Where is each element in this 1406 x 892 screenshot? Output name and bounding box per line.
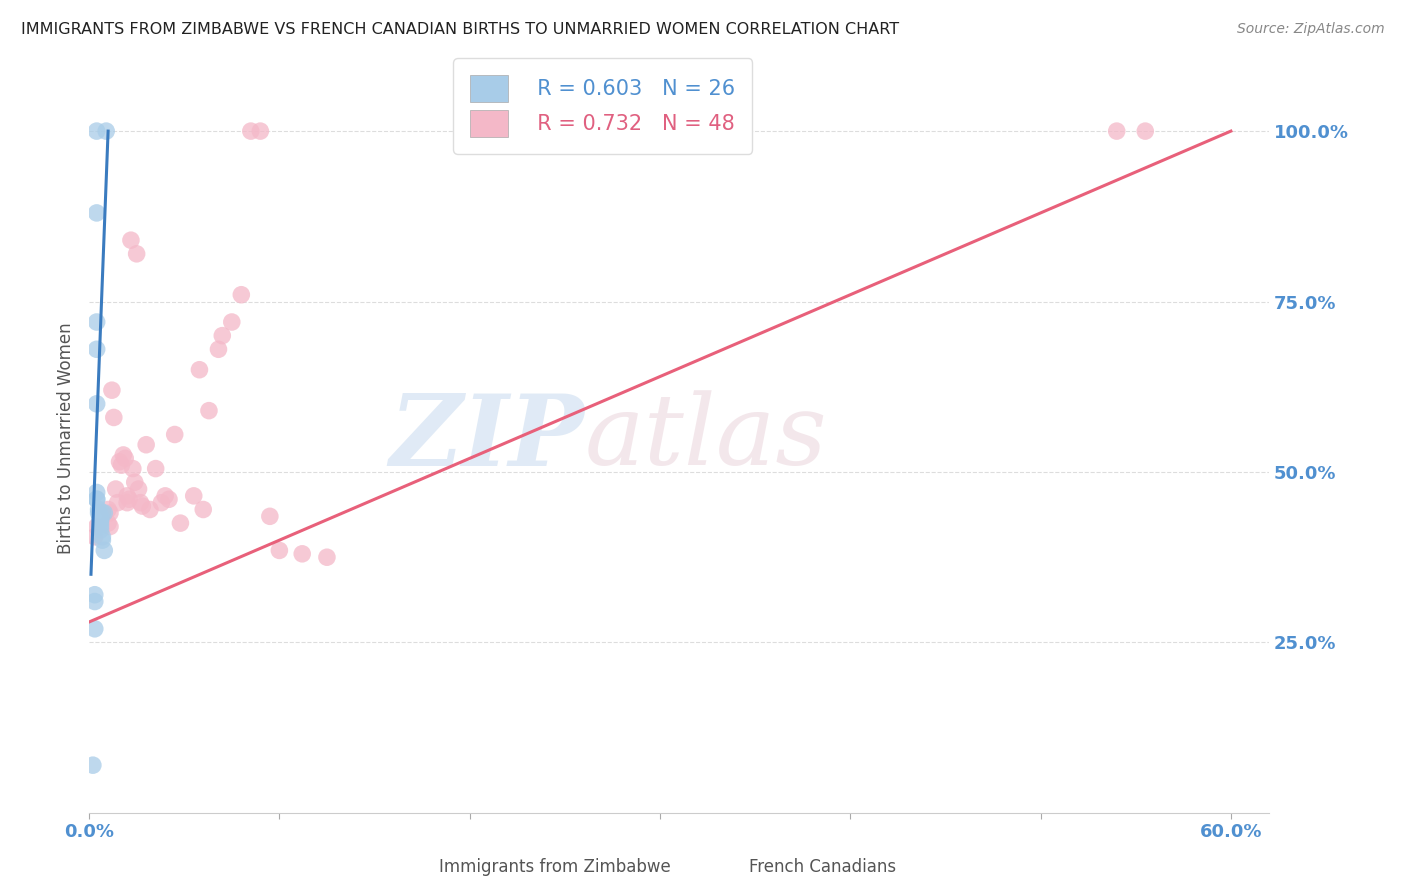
Point <box>169 516 191 530</box>
Point <box>183 489 205 503</box>
Point <box>316 550 339 565</box>
Point <box>112 448 135 462</box>
Text: ZIP: ZIP <box>389 390 585 486</box>
Point <box>145 461 167 475</box>
Point <box>115 496 138 510</box>
Point <box>131 499 153 513</box>
Y-axis label: Births to Unmarried Women: Births to Unmarried Women <box>58 322 75 554</box>
Point <box>91 506 114 520</box>
Point <box>86 519 108 533</box>
Point <box>86 206 108 220</box>
Text: atlas: atlas <box>585 391 827 485</box>
Point <box>114 451 136 466</box>
Point <box>101 383 124 397</box>
Point <box>120 233 142 247</box>
Point <box>103 410 125 425</box>
Point <box>198 403 221 417</box>
Point <box>89 523 111 537</box>
Point <box>1135 124 1157 138</box>
Point <box>125 247 148 261</box>
Legend:   R = 0.603   N = 26,   R = 0.732   N = 48: R = 0.603 N = 26, R = 0.732 N = 48 <box>454 58 752 153</box>
Point <box>231 287 253 301</box>
Point <box>86 397 108 411</box>
Point <box>97 516 120 530</box>
Point <box>89 516 111 530</box>
Point <box>115 489 138 503</box>
Point <box>89 513 111 527</box>
FancyBboxPatch shape <box>696 862 731 881</box>
Point <box>124 475 146 490</box>
Point <box>188 362 211 376</box>
Point <box>89 513 111 527</box>
Point <box>97 502 120 516</box>
Point <box>139 502 162 516</box>
Point <box>104 482 127 496</box>
FancyBboxPatch shape <box>429 862 464 881</box>
Point <box>291 547 314 561</box>
Point <box>128 482 150 496</box>
Point <box>110 458 132 473</box>
Point <box>86 124 108 138</box>
Point <box>83 594 105 608</box>
Point <box>135 438 157 452</box>
Point <box>86 343 108 357</box>
Point <box>86 315 108 329</box>
Point <box>86 492 108 507</box>
Point <box>153 489 176 503</box>
Point <box>86 485 108 500</box>
Point <box>249 124 271 138</box>
Point <box>96 124 118 138</box>
Point <box>239 124 262 138</box>
Point <box>163 427 186 442</box>
Point <box>91 533 114 548</box>
Point <box>83 530 105 544</box>
Point <box>129 496 152 510</box>
Point <box>259 509 281 524</box>
Point <box>108 455 131 469</box>
Text: French Canadians: French Canadians <box>707 858 896 876</box>
Text: Source: ZipAtlas.com: Source: ZipAtlas.com <box>1237 22 1385 37</box>
Point <box>269 543 291 558</box>
Point <box>91 530 114 544</box>
Point <box>82 758 104 772</box>
Point <box>121 461 143 475</box>
Point <box>93 543 115 558</box>
Text: Immigrants from Zimbabwe: Immigrants from Zimbabwe <box>398 858 671 876</box>
Point <box>221 315 243 329</box>
Point <box>87 502 110 516</box>
Point <box>89 519 111 533</box>
Point <box>86 492 108 507</box>
Point <box>150 496 173 510</box>
Point <box>89 509 111 524</box>
Text: IMMIGRANTS FROM ZIMBABWE VS FRENCH CANADIAN BIRTHS TO UNMARRIED WOMEN CORRELATIO: IMMIGRANTS FROM ZIMBABWE VS FRENCH CANAD… <box>21 22 900 37</box>
Point <box>211 328 233 343</box>
Point <box>193 502 215 516</box>
Point <box>83 622 105 636</box>
Point <box>157 492 180 507</box>
Point <box>107 496 129 510</box>
Point <box>98 506 121 520</box>
Point <box>207 343 229 357</box>
Point <box>118 492 141 507</box>
Point <box>1105 124 1128 138</box>
Point <box>83 588 105 602</box>
Point <box>93 506 115 520</box>
Point <box>98 519 121 533</box>
Point <box>87 506 110 520</box>
